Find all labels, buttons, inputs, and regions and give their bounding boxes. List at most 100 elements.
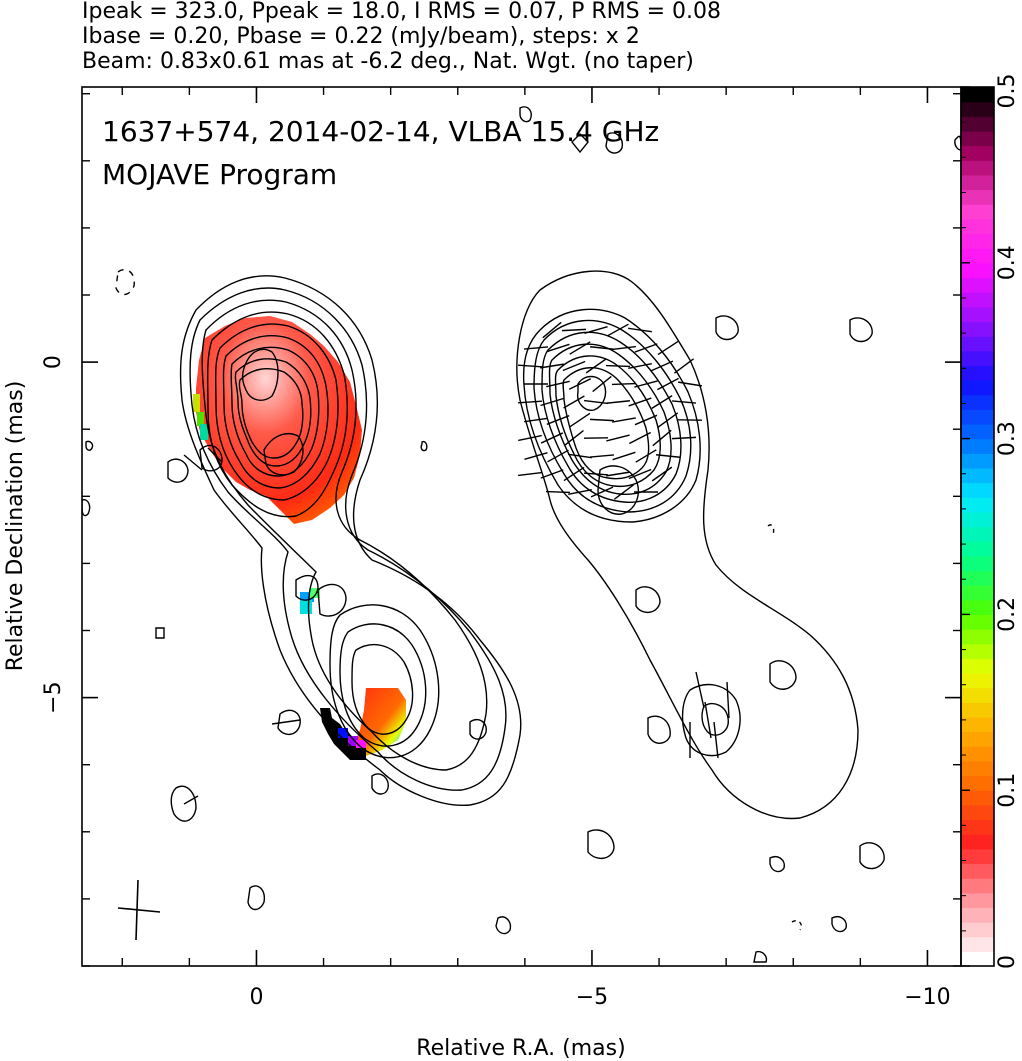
evpa-vector [657, 340, 679, 356]
colorbar-cell [961, 292, 994, 308]
evpa-vector [713, 721, 719, 759]
y-tick-labels: 0 −5 [41, 355, 66, 714]
colorbar-cell [961, 453, 994, 469]
evpa-vector [613, 484, 635, 500]
colorbar-cell [961, 541, 994, 557]
evpa-vector [607, 323, 629, 337]
evpa-vector [589, 418, 615, 422]
contour [189, 287, 507, 791]
contour [715, 315, 739, 341]
evpa-vector [568, 378, 592, 390]
contour [597, 465, 640, 515]
contour [849, 317, 873, 343]
colorbar-cell [961, 321, 994, 337]
colorbar-cell [961, 863, 994, 879]
evpa-vector [546, 343, 570, 353]
contour [605, 132, 623, 154]
evpa-vector [546, 380, 570, 388]
colorbar-cell [961, 350, 994, 366]
contour [115, 268, 135, 296]
evpa-vector [524, 417, 548, 423]
knot-edge-pixel [356, 740, 366, 748]
colorbar-cell [961, 438, 994, 454]
evpa-vector [517, 400, 543, 404]
evpa-vector [605, 400, 631, 404]
contour [241, 348, 279, 401]
contour [329, 604, 440, 759]
evpa-vector [542, 321, 562, 339]
colorbar-cell [961, 130, 994, 147]
x-tick-label: −10 [904, 985, 950, 1010]
colorbar [961, 87, 994, 967]
evpa-vector [540, 469, 564, 479]
header-beam-line: Beam: 0.83x0.61 mas at -6.2 deg., Nat. W… [82, 49, 694, 74]
contour [339, 623, 427, 747]
colorbar-cell [961, 892, 994, 908]
colorbar-cell [961, 87, 994, 103]
knot-edge-pixel [338, 728, 348, 738]
colorbar-cell [961, 804, 994, 821]
evpa-vector [568, 453, 592, 459]
evpa-vector [523, 346, 549, 350]
colorbar-cell [961, 145, 994, 161]
core-edge-pixel [197, 412, 204, 426]
colorbar-cell [961, 277, 994, 293]
contour [247, 885, 265, 911]
colorbar-cell [961, 467, 994, 484]
colorbar-cell [961, 673, 994, 689]
contour [155, 627, 165, 639]
colorbar-cell [961, 336, 994, 352]
knot-edge-pixel [348, 736, 358, 746]
colorbar-cell [961, 218, 994, 235]
contour [519, 106, 532, 123]
evpa-vector [584, 326, 608, 334]
colorbar-tick-labels: 0 0.1 0.2 0.3 0.4 0.5 [961, 74, 1020, 969]
evpa-vector [563, 466, 585, 482]
header-base-line: Ibase = 0.20, Pbase = 0.22 (mJy/beam), s… [82, 24, 640, 49]
evpa-vector [671, 400, 697, 404]
evpa-vector [585, 358, 607, 374]
contour [522, 308, 701, 523]
evpa-vector [671, 436, 697, 440]
colorbar-cell [961, 101, 994, 117]
colorbar-cell [961, 365, 994, 381]
core-edge-pixel [193, 394, 200, 412]
evpa-vector [584, 399, 608, 405]
contour [791, 920, 802, 931]
contour [222, 335, 329, 489]
left-contours [82, 106, 532, 935]
contour [420, 440, 428, 452]
evpa-vector [562, 360, 586, 372]
colorbar-cell [961, 760, 994, 777]
colorbar-cell [961, 716, 994, 733]
contour [263, 432, 304, 476]
colorbar-tick-label: 0.3 [995, 421, 1020, 456]
contour [317, 583, 347, 617]
evpa-vectors [517, 321, 730, 759]
evpa-vector [183, 795, 199, 805]
colorbar-cell [961, 775, 994, 791]
colorbar-cell [961, 189, 994, 205]
jet-pixel [300, 600, 312, 614]
colorbar-frame [960, 86, 995, 967]
colorbar-cell [961, 248, 994, 264]
colorbar-cell [961, 790, 994, 806]
evpa-vector [612, 345, 636, 351]
x-tick-label: 0 [249, 985, 263, 1010]
colorbar-cell [961, 951, 994, 967]
evpa-vector [655, 454, 681, 458]
evpa-vector [657, 412, 679, 428]
evpa-vector [651, 466, 673, 482]
evpa-vector [592, 375, 612, 393]
evpa-vector [606, 434, 630, 442]
evpa-vector [673, 358, 695, 374]
contour [206, 311, 348, 518]
evpa-vector [726, 681, 730, 719]
evpa-vector [650, 360, 674, 372]
left-panel [82, 106, 532, 941]
contour [769, 856, 785, 873]
contour [371, 773, 389, 795]
contour [238, 368, 304, 459]
x-axis-label: Relative R.A. (mas) [416, 1036, 625, 1061]
